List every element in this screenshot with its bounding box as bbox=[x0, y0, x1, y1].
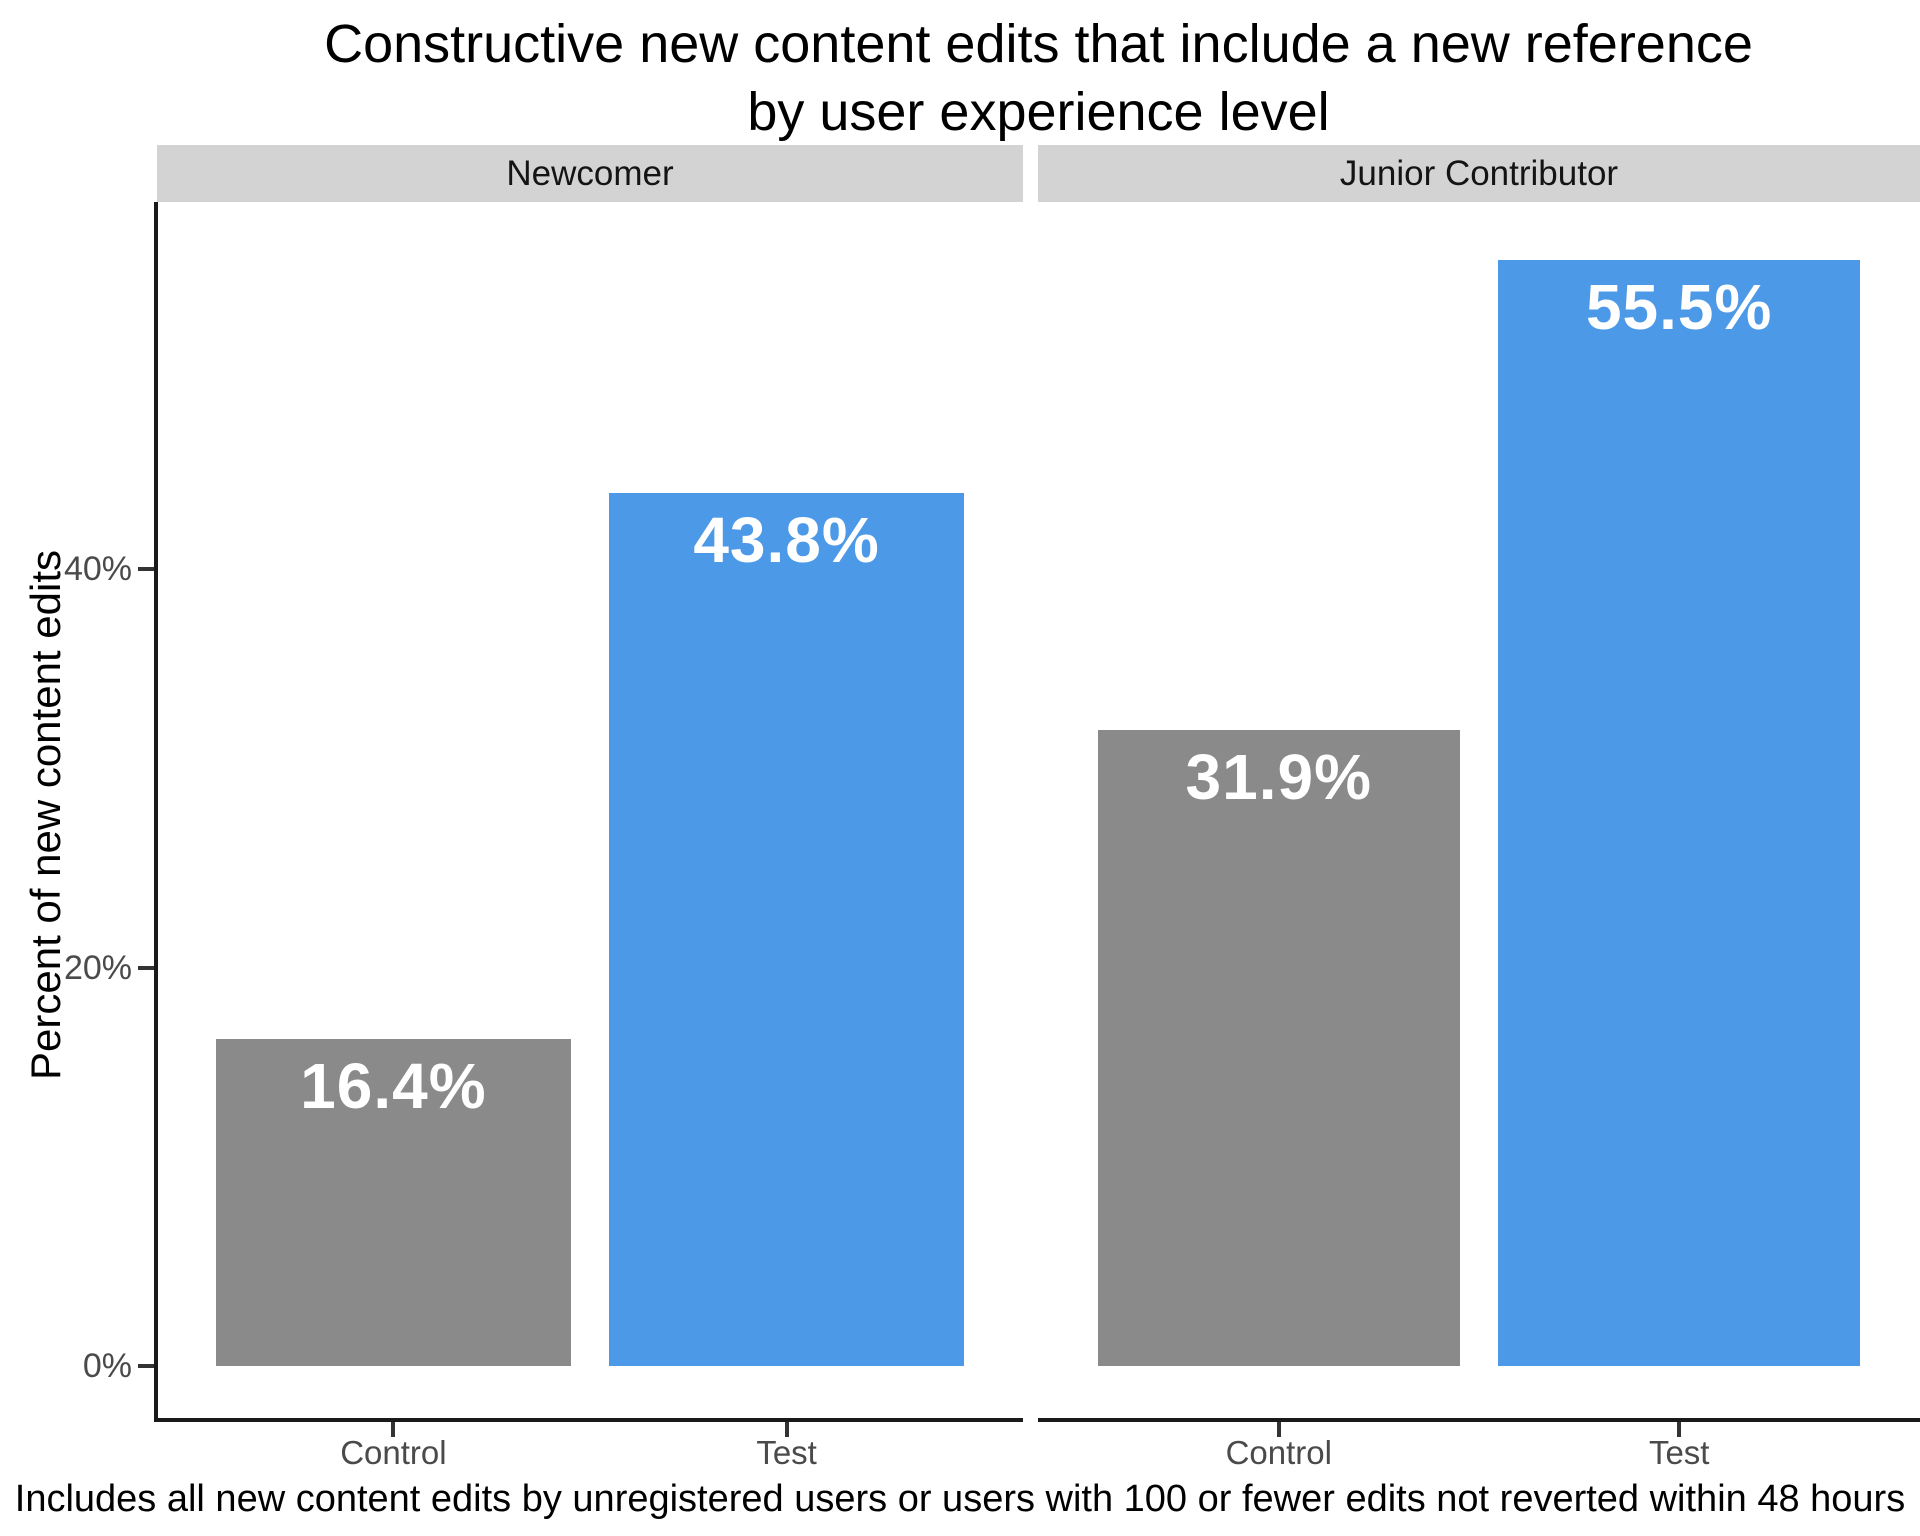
bar-junior-contributor-test: 55.5% bbox=[1498, 260, 1860, 1366]
y-tick-label-40: 40% bbox=[63, 550, 132, 588]
x-axis-line bbox=[1038, 1418, 1920, 1422]
y-tick-label-0: 0% bbox=[82, 1347, 132, 1385]
chart-title: Constructive new content edits that incl… bbox=[324, 14, 1753, 143]
y-tick-label-20: 20% bbox=[63, 948, 132, 987]
x-tick-label-control: Control bbox=[340, 1434, 447, 1471]
bar-value-label: 31.9% bbox=[1185, 741, 1372, 814]
x-tick-mark bbox=[1677, 1422, 1682, 1437]
chart-caption: Includes all new content edits by unregi… bbox=[14, 1478, 1906, 1520]
facet-strip-label: Junior Contributor bbox=[1038, 145, 1920, 202]
x-tick-mark bbox=[784, 1422, 789, 1437]
x-tick-mark bbox=[1276, 1422, 1281, 1437]
x-tick-label-test: Test bbox=[756, 1434, 817, 1471]
y-tick-mark bbox=[138, 567, 154, 571]
x-tick-mark bbox=[391, 1422, 396, 1437]
x-axis-line bbox=[154, 1418, 1023, 1422]
y-axis-line bbox=[154, 202, 158, 1422]
bar-value-label: 16.4% bbox=[300, 1050, 487, 1123]
x-tick-label-control: Control bbox=[1225, 1434, 1332, 1471]
y-tick-mark bbox=[138, 965, 154, 970]
y-tick-mark bbox=[138, 1364, 154, 1368]
y-axis-title: Percent of new content edits bbox=[22, 550, 69, 1080]
facet-strip-label: Newcomer bbox=[157, 145, 1023, 202]
bar-junior-contributor-control: 31.9% bbox=[1097, 730, 1460, 1366]
bar-value-label: 43.8% bbox=[693, 504, 880, 577]
bar-newcomer-test: 43.8% bbox=[609, 493, 965, 1366]
x-tick-label-test: Test bbox=[1648, 1434, 1710, 1471]
bar-value-label: 55.5% bbox=[1585, 271, 1773, 344]
bar-newcomer-control: 16.4% bbox=[215, 1039, 571, 1366]
